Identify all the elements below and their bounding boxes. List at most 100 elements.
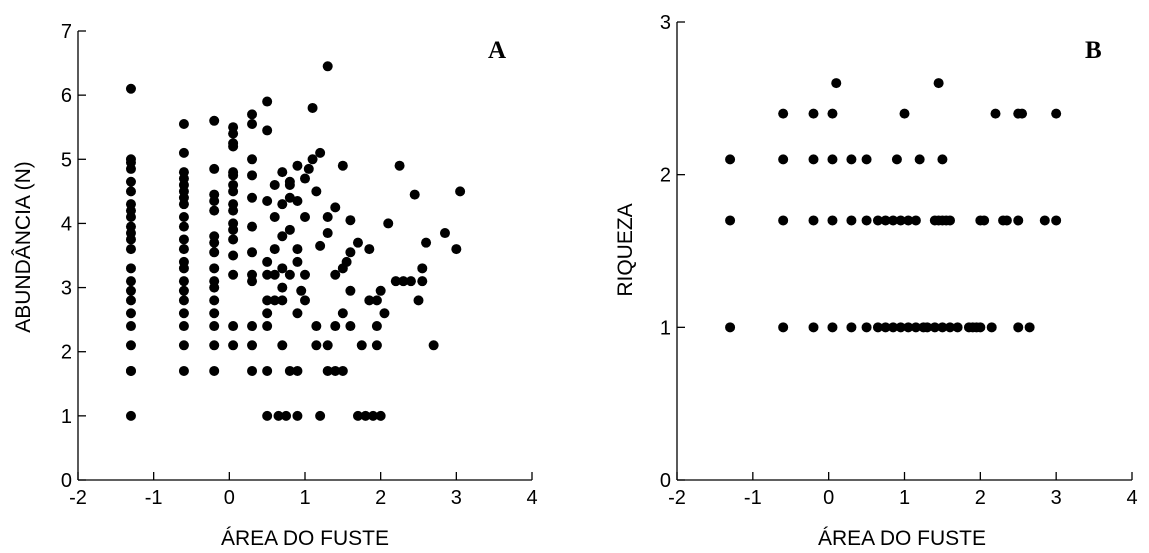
panel-a-data-point xyxy=(247,109,258,120)
panel-b-data-point xyxy=(952,322,963,333)
panel-a-data-point xyxy=(228,234,239,245)
panel-a-data-point xyxy=(345,247,356,258)
panel-a-data-point xyxy=(228,179,239,190)
panel-b-y-tick-label: 3 xyxy=(660,12,671,34)
panel-b-data-point xyxy=(808,108,819,119)
panel-a-data-point xyxy=(125,176,136,187)
panel-b-data-point xyxy=(910,322,921,333)
panel-a-x-tick-label: -1 xyxy=(145,487,163,509)
panel-b-data-point xyxy=(1051,108,1062,119)
chart-panel-a: ABUNDÂNCIA (N) ÁREA DO FUSTE A -2 -1 0 1 2 3 4… xyxy=(12,21,538,550)
panel-a-data-point xyxy=(125,83,136,94)
panel-a-data-point xyxy=(262,308,273,319)
panel-b-data-point xyxy=(880,215,891,226)
panel-a-data-point xyxy=(337,308,348,319)
panel-a-data-point xyxy=(247,365,258,376)
panel-a-x-axis-label: ÁREA DO FUSTE xyxy=(221,527,389,550)
panel-b-data-point xyxy=(778,215,789,226)
panel-a-data-point xyxy=(352,410,363,421)
panel-b-data-point xyxy=(808,154,819,165)
panel-a-data-point xyxy=(228,167,239,178)
panel-a-data-point xyxy=(262,365,273,376)
panel-a-data-point xyxy=(292,195,303,206)
panel-b-data-point xyxy=(914,154,925,165)
panel-a-data-point xyxy=(322,212,333,223)
panel-a-data-point xyxy=(417,276,428,287)
panel-a-data-point xyxy=(277,263,288,274)
panel-a-data-point xyxy=(209,321,220,332)
panel-a-data-point xyxy=(300,212,310,223)
panel-b-data-point xyxy=(937,154,948,165)
panel-b-data-point xyxy=(1013,322,1024,333)
panel-a-data-point xyxy=(284,269,295,280)
panel-a-data-point xyxy=(303,163,314,174)
panel-a-data-point xyxy=(300,269,310,280)
panel-a-data-point xyxy=(269,269,280,280)
panel-b-data-point xyxy=(1001,215,1012,226)
panel-b-data-point xyxy=(895,215,906,226)
panel-a-data-point xyxy=(277,282,288,293)
panel-b-data-point xyxy=(808,215,819,226)
panel-a-data-point xyxy=(337,365,348,376)
panel-a-data-point xyxy=(364,295,375,306)
panel-b-data-point xyxy=(808,322,819,333)
panel-b-x-tick-label: 1 xyxy=(899,487,910,509)
panel-b-y-tick-label: 1 xyxy=(660,317,671,339)
panel-a-data-point xyxy=(375,410,386,421)
panel-a-data-point xyxy=(284,192,295,203)
panel-a-data-point xyxy=(178,147,189,158)
panel-a-data-point xyxy=(209,365,220,376)
panel-a-data-point xyxy=(307,154,318,165)
panel-a-data-point xyxy=(178,234,189,245)
panel-a-data-point xyxy=(262,269,273,280)
panel-b-data-point xyxy=(778,322,789,333)
panel-a-data-point xyxy=(125,321,136,332)
panel-b-data-point xyxy=(880,322,891,333)
panel-a-data-point xyxy=(330,365,341,376)
panel-a-data-point xyxy=(247,247,258,258)
panel-a-data-point xyxy=(307,102,318,113)
panel-b-data-point xyxy=(888,215,899,226)
panel-a-data-point xyxy=(209,295,220,306)
panel-b-data-point xyxy=(922,322,933,333)
panel-a-y-tick-label: 1 xyxy=(61,406,72,428)
panel-b-letter: B xyxy=(1085,37,1102,64)
panel-b-data-point xyxy=(945,215,955,226)
panel-a-data-point xyxy=(284,365,295,376)
panel-a-data-point xyxy=(292,256,303,267)
panel-a-data-point xyxy=(125,221,136,232)
panel-a-data-point xyxy=(262,321,273,332)
panel-b-x-tick-label: 3 xyxy=(1051,487,1062,509)
panel-a-data-point xyxy=(247,321,258,332)
panel-b-data-point xyxy=(910,215,921,226)
panel-a-data-point xyxy=(125,154,136,165)
panel-a-y-tick-label: 5 xyxy=(61,149,72,171)
panel-a-data-point xyxy=(421,237,432,248)
panel-b-data-point xyxy=(937,322,948,333)
panel-b-data-point xyxy=(1039,215,1050,226)
panel-a-data-point xyxy=(262,256,273,267)
panel-a-data-point xyxy=(439,228,450,239)
panel-a-data-point xyxy=(277,231,288,242)
panel-a-data-point xyxy=(277,167,288,178)
panel-a-data-point xyxy=(209,163,220,174)
panel-a-data-point xyxy=(337,160,348,171)
panel-a-letter: A xyxy=(488,37,506,64)
panel-a-data-point xyxy=(315,147,326,158)
panel-a-data-point xyxy=(428,340,439,351)
panel-a-data-point xyxy=(379,308,390,319)
panel-b-y-axis-label: RIQUEZA xyxy=(614,203,637,296)
panel-a-y-tick-label: 3 xyxy=(61,278,72,300)
panel-b-data-point xyxy=(861,322,872,333)
panel-b-x-tick-label: 0 xyxy=(823,487,834,509)
panel-a-data-point xyxy=(277,199,288,210)
panel-a-data-point xyxy=(390,276,401,287)
panel-b-data-point xyxy=(891,154,902,165)
panel-a-data-point xyxy=(178,308,189,319)
panel-b-data-point xyxy=(895,322,906,333)
panel-b-data-point xyxy=(945,322,955,333)
panel-a-data-point xyxy=(455,186,466,197)
panel-a-data-point xyxy=(311,186,322,197)
panel-a-data-point xyxy=(360,410,371,421)
panel-a-data-point xyxy=(292,410,303,421)
